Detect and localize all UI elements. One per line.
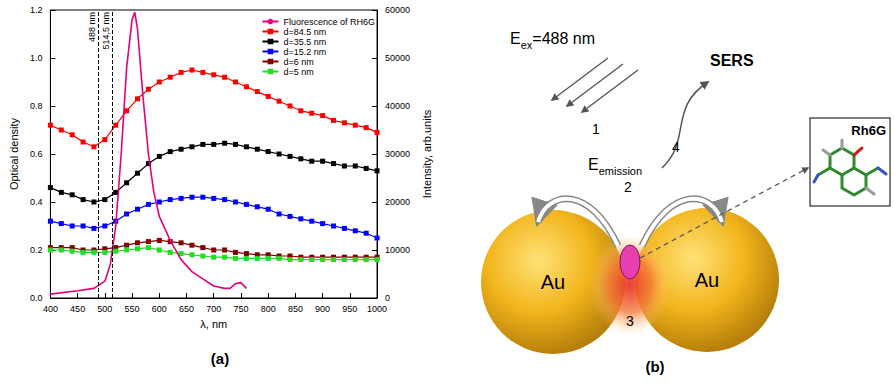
svg-text:Eemission: Eemission bbox=[588, 156, 642, 177]
svg-text:Eex=488 nm: Eex=488 nm bbox=[510, 30, 595, 51]
svg-text:3: 3 bbox=[626, 313, 634, 329]
svg-text:d=84.5 nm: d=84.5 nm bbox=[283, 27, 326, 37]
svg-text:514,5 nm: 514,5 nm bbox=[101, 12, 111, 50]
svg-text:900: 900 bbox=[315, 304, 330, 314]
svg-text:700: 700 bbox=[206, 304, 221, 314]
svg-text:40000: 40000 bbox=[385, 101, 410, 111]
svg-text:Intensity, arb.units: Intensity, arb.units bbox=[421, 109, 433, 198]
svg-text:0.2: 0.2 bbox=[30, 245, 43, 255]
svg-text:650: 650 bbox=[179, 304, 194, 314]
svg-text:30000: 30000 bbox=[385, 149, 410, 159]
svg-text:Au: Au bbox=[695, 269, 719, 291]
svg-text:d=15.2 nm: d=15.2 nm bbox=[283, 47, 326, 57]
svg-text:488 nm: 488 nm bbox=[87, 12, 97, 42]
svg-text:4: 4 bbox=[672, 139, 680, 155]
svg-text:1000: 1000 bbox=[367, 304, 387, 314]
html-text:(a): (a) bbox=[210, 350, 230, 367]
svg-text:λ, nm: λ, nm bbox=[200, 318, 227, 330]
svg-text:800: 800 bbox=[261, 304, 276, 314]
svg-text:(b): (b) bbox=[645, 358, 664, 375]
svg-text:0.0: 0.0 bbox=[30, 293, 43, 303]
svg-text:0.6: 0.6 bbox=[30, 149, 43, 159]
svg-text:400: 400 bbox=[43, 304, 58, 314]
svg-text:d=6 nm: d=6 nm bbox=[283, 57, 313, 67]
svg-text:0: 0 bbox=[385, 293, 390, 303]
svg-text:850: 850 bbox=[288, 304, 303, 314]
svg-text:SERS: SERS bbox=[710, 52, 754, 69]
svg-text:d=35.5 nm: d=35.5 nm bbox=[283, 37, 326, 47]
svg-text:1.2: 1.2 bbox=[30, 5, 43, 15]
svg-text:50000: 50000 bbox=[385, 53, 410, 63]
svg-text:Rh6G: Rh6G bbox=[851, 123, 886, 138]
svg-text:0.8: 0.8 bbox=[30, 101, 43, 111]
svg-text:600: 600 bbox=[152, 304, 167, 314]
svg-text:450: 450 bbox=[70, 304, 85, 314]
svg-text:10000: 10000 bbox=[385, 245, 410, 255]
svg-text:60000: 60000 bbox=[385, 5, 410, 15]
svg-text:Optical density: Optical density bbox=[8, 117, 20, 190]
svg-text:1: 1 bbox=[592, 121, 600, 137]
svg-text:20000: 20000 bbox=[385, 197, 410, 207]
svg-text:Fluorescence of RH6G: Fluorescence of RH6G bbox=[283, 17, 375, 27]
svg-text:Au: Au bbox=[541, 271, 565, 293]
svg-text:1.0: 1.0 bbox=[30, 53, 43, 63]
svg-text:550: 550 bbox=[125, 304, 140, 314]
svg-text:d=5 nm: d=5 nm bbox=[283, 67, 313, 77]
svg-text:500: 500 bbox=[97, 304, 112, 314]
svg-text:2: 2 bbox=[624, 179, 632, 195]
svg-text:750: 750 bbox=[233, 304, 248, 314]
svg-text:950: 950 bbox=[342, 304, 357, 314]
svg-text:0.4: 0.4 bbox=[30, 197, 43, 207]
